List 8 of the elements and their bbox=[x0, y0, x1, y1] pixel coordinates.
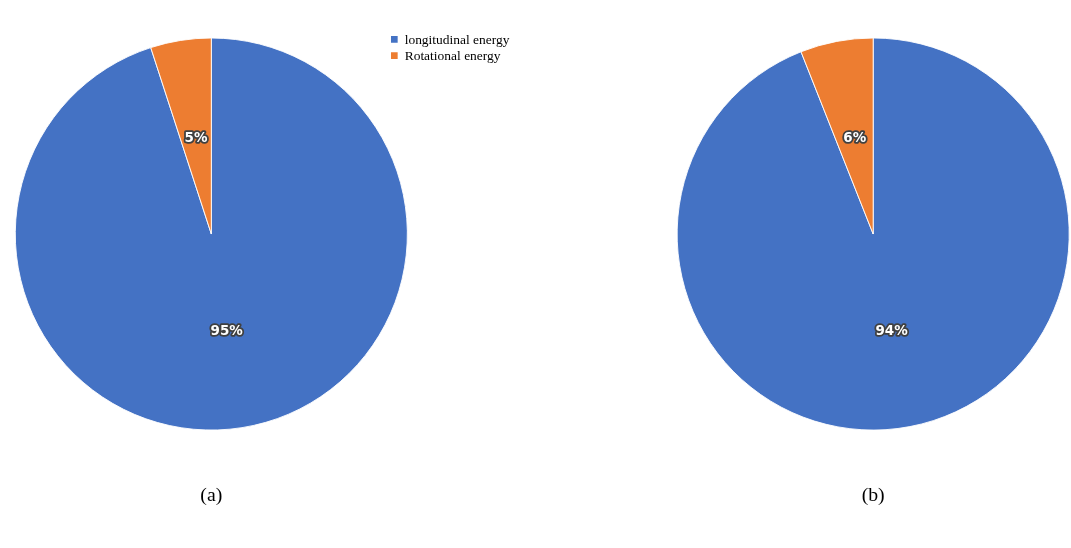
legend-label: Rotational energy bbox=[404, 48, 501, 64]
data-label: 95% bbox=[210, 322, 244, 339]
legend-label: longitudinal energy bbox=[404, 31, 510, 47]
data-label: 6% bbox=[843, 129, 867, 146]
data-label: 5% bbox=[184, 128, 208, 145]
text: (b) bbox=[861, 483, 885, 507]
text: (a) bbox=[200, 483, 223, 507]
data-label: 94% bbox=[875, 321, 909, 338]
